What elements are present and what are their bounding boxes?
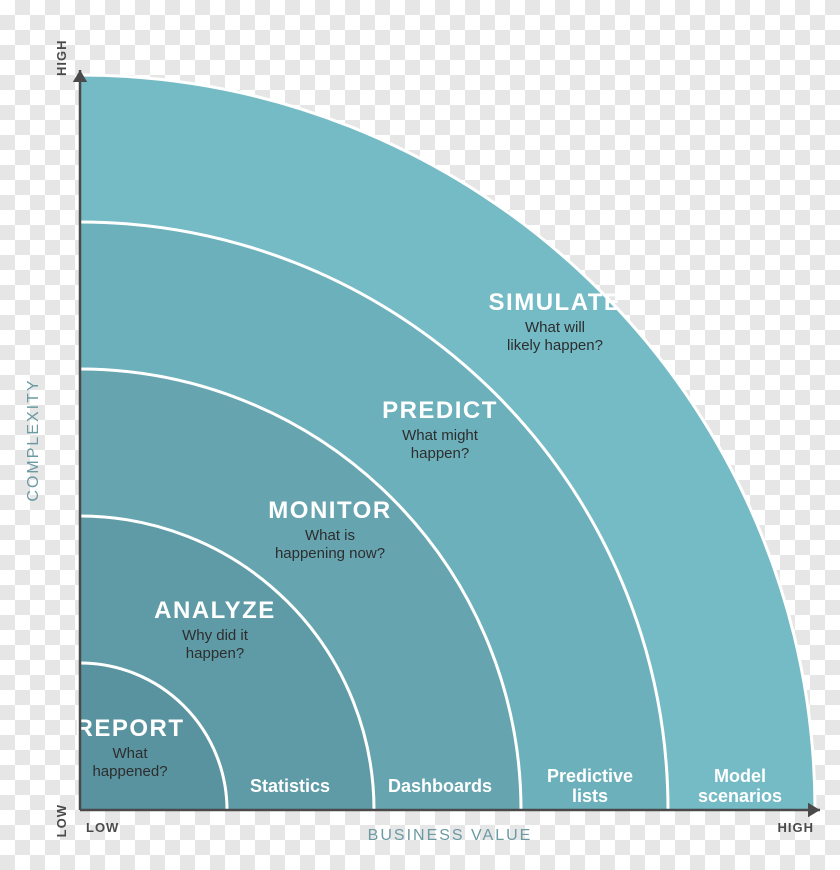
ring-sub2-monitor: happening now? [275, 545, 385, 562]
ring-title-report: REPORT [75, 715, 184, 742]
y-axis-label: COMPLEXITY [25, 378, 42, 501]
ring-sub-simulate: What will [525, 319, 585, 336]
bottom-label-simulate: scenarios [698, 786, 782, 806]
ring-sub-predict: What might [402, 427, 479, 444]
ring-sub2-simulate: likely happen? [507, 337, 603, 354]
bottom-label-predict: Predictive [547, 766, 633, 786]
x-low: LOW [86, 820, 119, 835]
bottom-label-simulate: Model [714, 766, 766, 786]
bottom-label-predict: lists [572, 786, 608, 806]
ring-title-predict: PREDICT [382, 397, 498, 424]
x-high: HIGH [778, 820, 815, 835]
ring-sub2-analyze: happen? [186, 645, 244, 662]
bottom-label-monitor: Dashboards [388, 776, 492, 796]
ring-sub-monitor: What is [305, 527, 355, 544]
ring-sub2-predict: happen? [411, 445, 469, 462]
ring-title-monitor: MONITOR [268, 497, 391, 524]
ring-sub-analyze: Why did it [182, 627, 249, 644]
y-high: HIGH [54, 40, 69, 77]
bottom-label-analyze: Statistics [250, 776, 330, 796]
ring-sub2-report: happened? [92, 763, 167, 780]
ring-title-simulate: SIMULATE [489, 289, 622, 316]
ring-title-analyze: ANALYZE [154, 597, 276, 624]
x-axis-label: BUSINESS VALUE [368, 827, 533, 844]
y-low: LOW [54, 804, 69, 837]
analytics-maturity-diagram: REPORTWhathappened?ANALYZEWhy did ithapp… [0, 0, 840, 870]
ring-sub-report: What [112, 745, 148, 762]
